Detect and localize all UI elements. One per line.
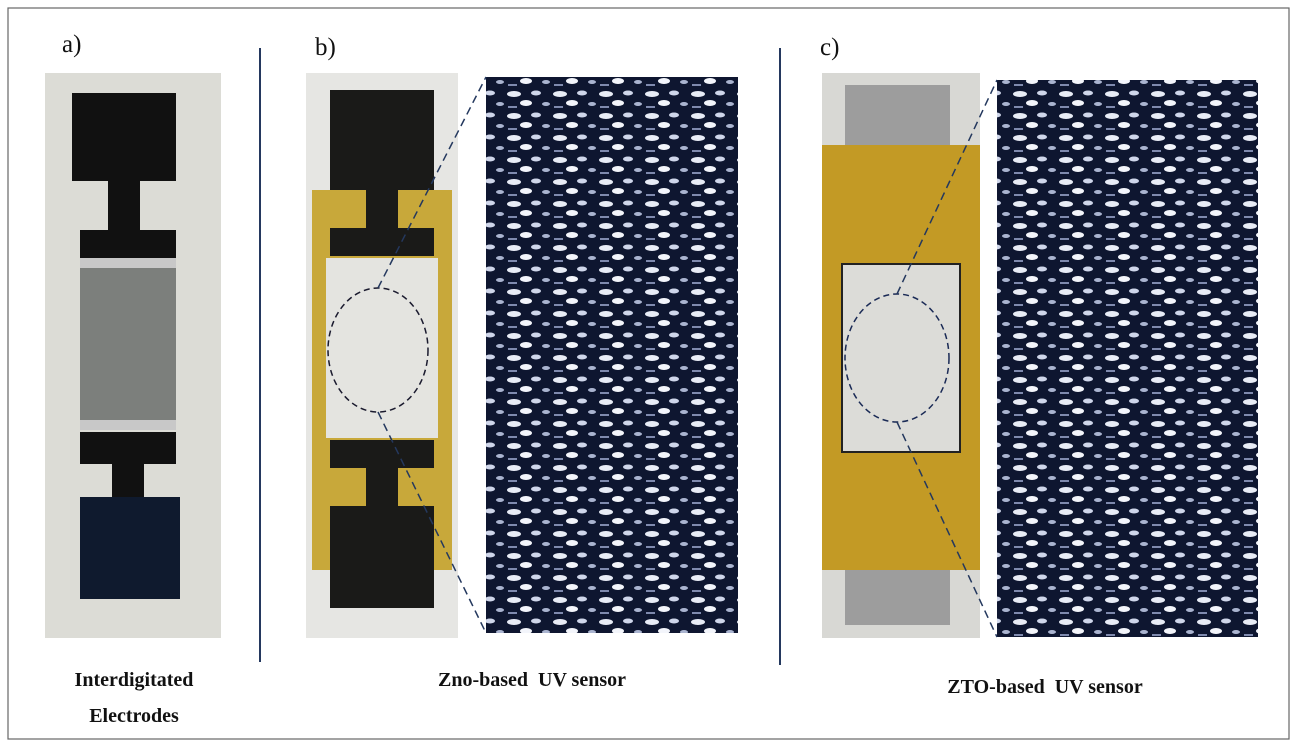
panel-label: b) <box>315 34 336 61</box>
caption: Interdigitated <box>75 669 194 691</box>
photo-zno-sensor <box>306 73 738 638</box>
photo-electrodes <box>45 73 221 638</box>
caption: Zno-based UV sensor <box>438 669 626 691</box>
caption: ZTO-based UV sensor <box>947 676 1143 698</box>
caption: Electrodes <box>89 705 179 727</box>
panel-label: a) <box>62 31 81 58</box>
figure: a) b) c) Interdigitated Electrodes Zno-b… <box>0 0 1295 747</box>
photo-zto-sensor <box>822 73 1258 638</box>
panel-label: c) <box>820 34 839 61</box>
